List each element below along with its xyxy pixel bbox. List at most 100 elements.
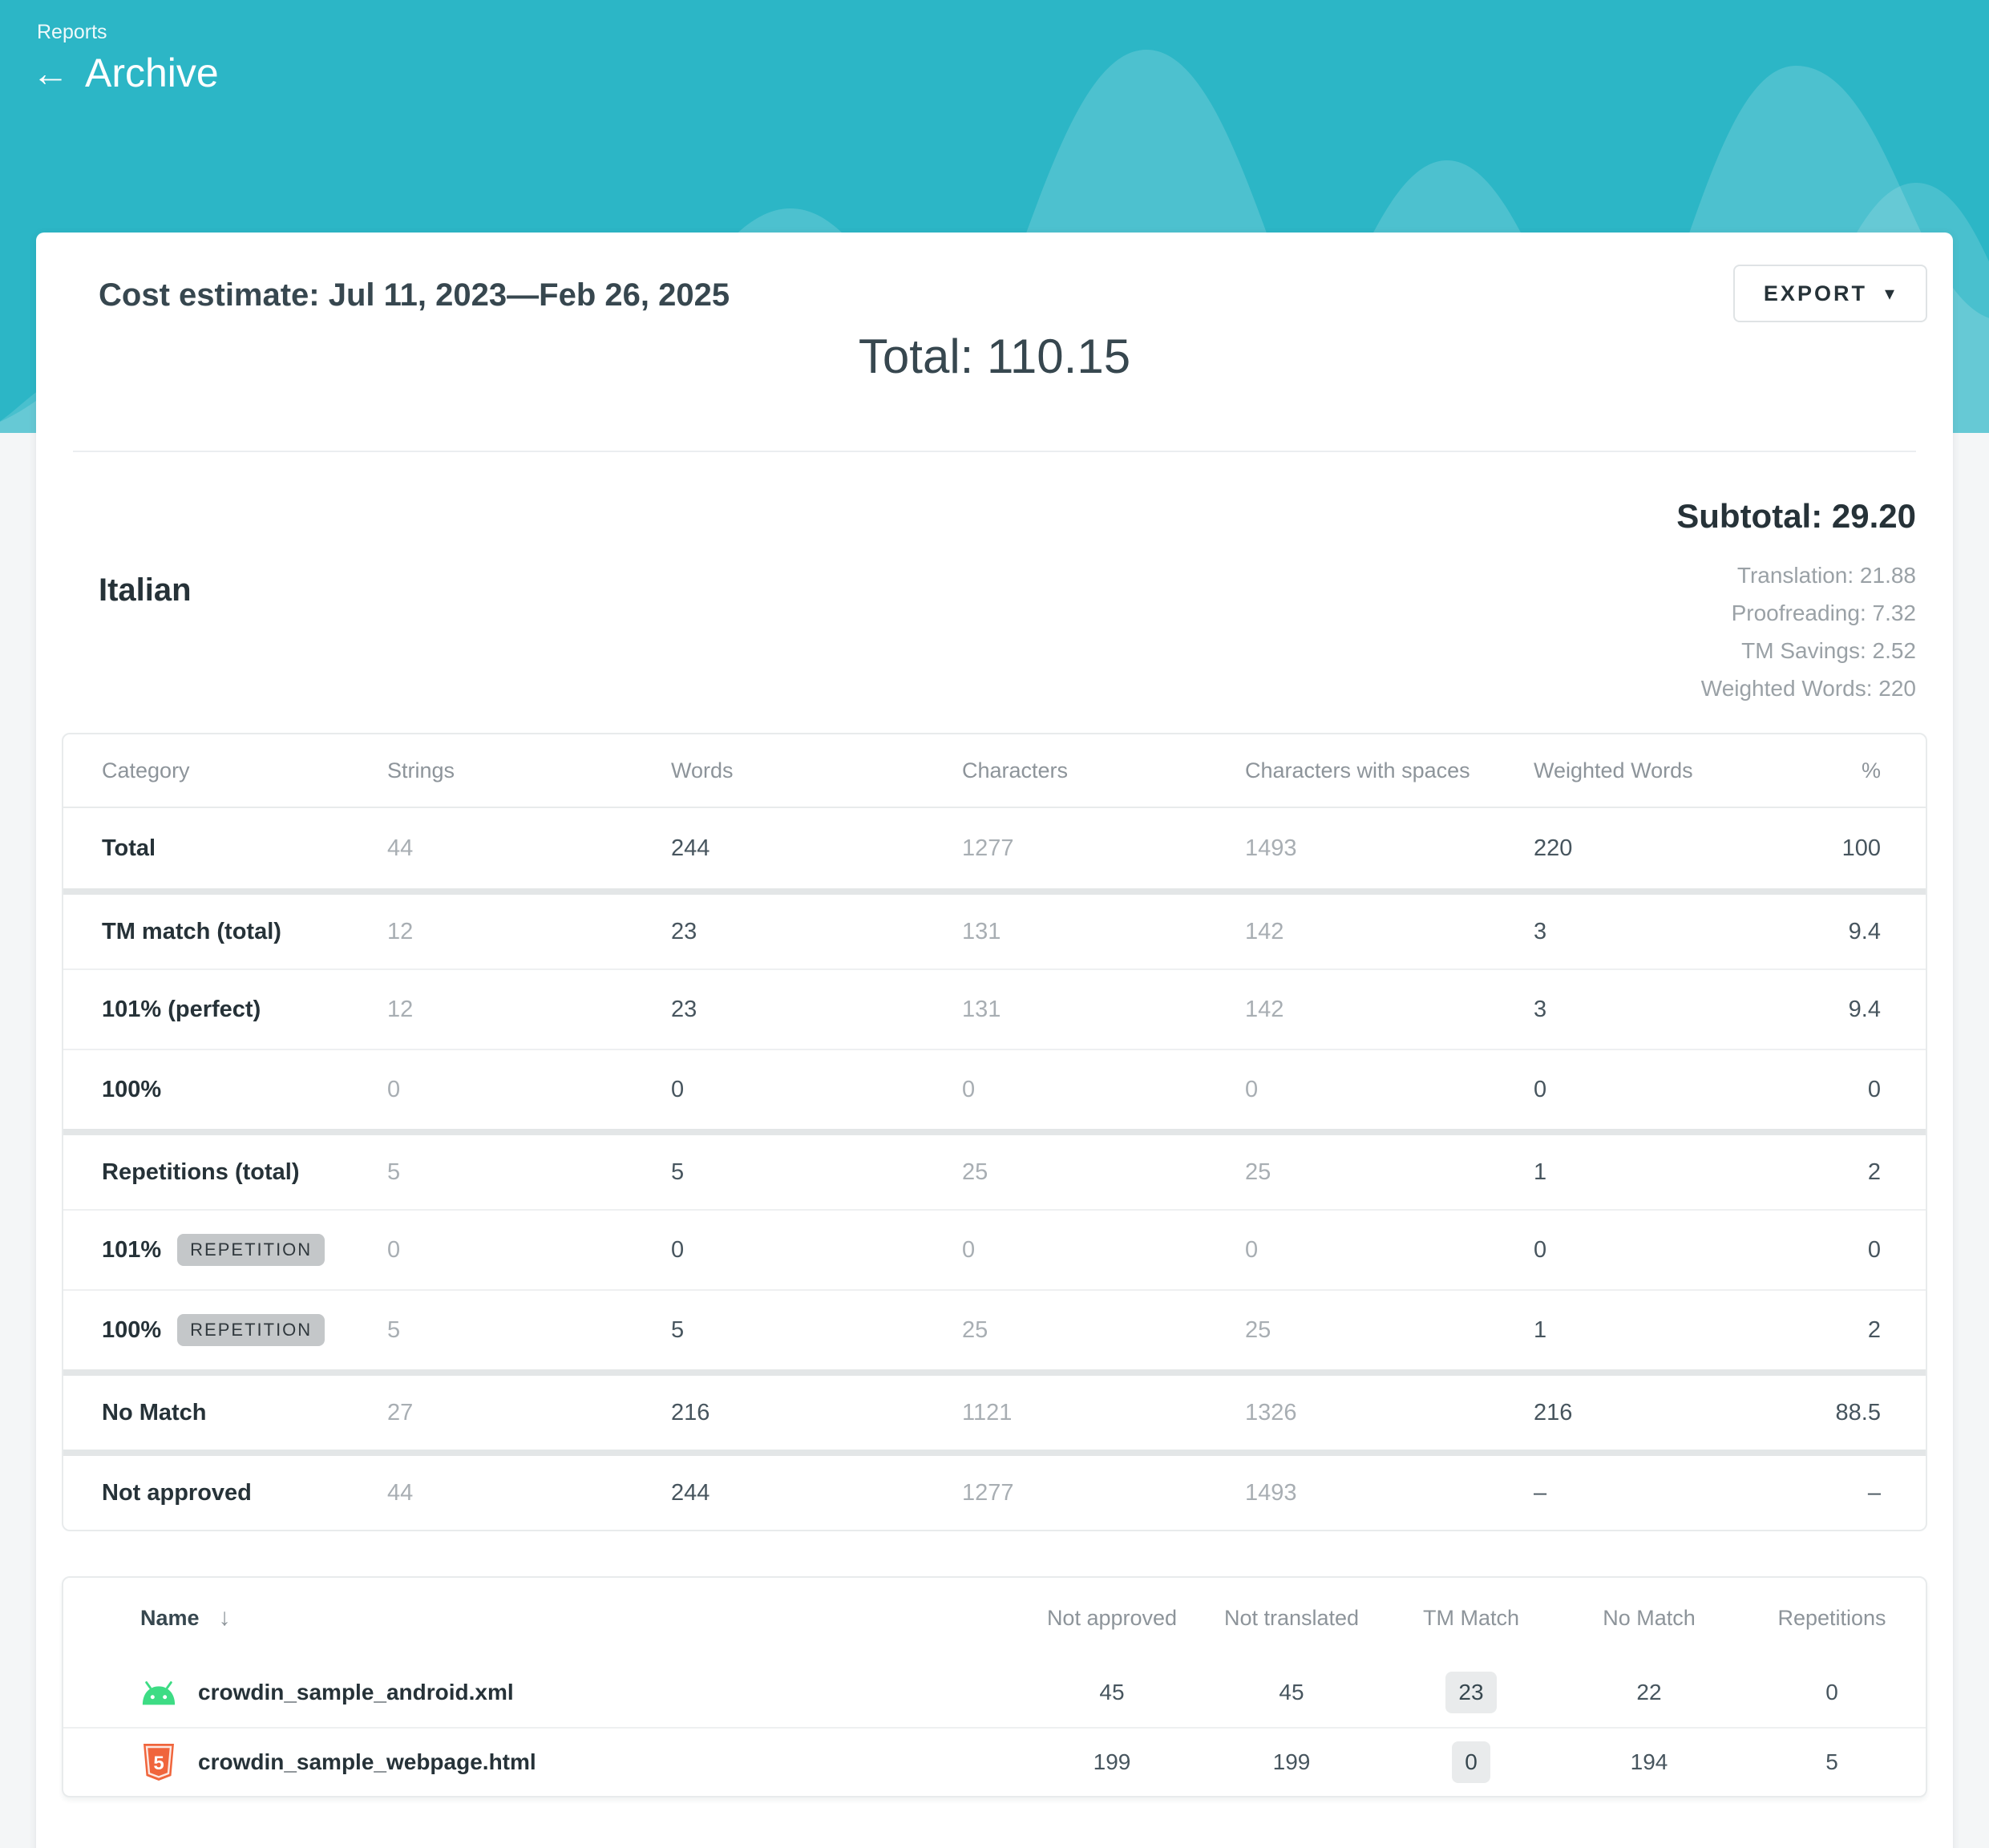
- category-value: 244: [671, 835, 710, 861]
- category-value: –: [1534, 1479, 1547, 1506]
- category-value: 44: [387, 1479, 414, 1506]
- category-value: 0: [1245, 1236, 1259, 1263]
- category-table: Category Strings Words Characters Charac…: [62, 733, 1927, 1531]
- breadcrumb[interactable]: Reports: [37, 21, 107, 43]
- file-not-approved-value: 199: [1093, 1749, 1131, 1774]
- category-row: 100% REPETITION 5 5 25 25 1 2: [63, 1289, 1926, 1369]
- category-value: 5: [387, 1316, 401, 1343]
- subtotal-box: Subtotal: 29.20 Translation: 21.88 Proof…: [1676, 497, 1916, 707]
- category-value: 27: [387, 1399, 414, 1425]
- svg-text:5: 5: [153, 1753, 164, 1774]
- col-category: Category: [102, 758, 190, 782]
- category-value: 0: [1867, 1236, 1881, 1263]
- category-value: 2: [1867, 1316, 1881, 1343]
- android-file-icon: [140, 1674, 177, 1711]
- back-arrow-icon[interactable]: ←: [32, 52, 69, 94]
- category-value: 1277: [962, 1479, 1014, 1506]
- category-value: 25: [1245, 1316, 1271, 1343]
- category-value: 0: [671, 1236, 685, 1263]
- weighted-words: Weighted Words: 220: [1700, 676, 1916, 701]
- category-value: 0: [671, 1076, 685, 1102]
- category-table-header: Category Strings Words Characters Charac…: [63, 734, 1926, 808]
- col-not-approved: Not approved: [1046, 1605, 1178, 1630]
- category-label: Repetitions (total): [102, 1159, 300, 1185]
- category-value: 1: [1534, 1159, 1547, 1185]
- category-label: 100%: [102, 1076, 162, 1102]
- col-not-translated: Not translated: [1223, 1605, 1360, 1630]
- category-value: 5: [671, 1316, 685, 1343]
- language-name: Italian: [99, 572, 192, 608]
- category-value: 0: [1867, 1076, 1881, 1102]
- category-row: No Match 27 216 1121 1326 216 88.5: [63, 1369, 1926, 1450]
- file-no-match-value: 22: [1636, 1680, 1662, 1704]
- col-name[interactable]: Name: [140, 1605, 200, 1630]
- category-value: 220: [1534, 835, 1573, 861]
- translation-cost: Translation: 21.88: [1736, 563, 1916, 588]
- category-value: 1: [1534, 1316, 1547, 1343]
- col-no-match: No Match: [1603, 1605, 1696, 1630]
- page-title[interactable]: Archive: [85, 51, 219, 95]
- file-table: Name ↓ Not approved Not translated TM Ma…: [62, 1576, 1927, 1797]
- export-button-label: EXPORT: [1763, 281, 1867, 305]
- page-title-row: ← Archive: [32, 50, 219, 96]
- category-value: 131: [962, 918, 1001, 944]
- file-tm-match-value: 23: [1382, 1672, 1560, 1713]
- col-strings: Strings: [387, 758, 455, 782]
- category-row: 101% (perfect) 12 23 131 142 3 9.4: [63, 968, 1926, 1049]
- category-value: 44: [387, 835, 414, 861]
- file-name[interactable]: crowdin_sample_android.xml: [198, 1680, 514, 1704]
- category-value: 5: [387, 1159, 401, 1185]
- category-value: –: [1867, 1479, 1881, 1506]
- category-value: 1277: [962, 835, 1014, 861]
- file-name[interactable]: crowdin_sample_webpage.html: [198, 1749, 536, 1774]
- tm-match-badge: 0: [1452, 1741, 1490, 1783]
- category-row: TM match (total) 12 23 131 142 3 9.4: [63, 888, 1926, 968]
- category-value: 1121: [962, 1399, 1013, 1425]
- category-value: 0: [1534, 1236, 1547, 1263]
- category-value: 131: [962, 996, 1001, 1022]
- file-not-approved-value: 45: [1099, 1680, 1125, 1704]
- category-value: 25: [962, 1159, 988, 1185]
- category-row: Total 44 244 1277 1493 220 100: [63, 808, 1926, 888]
- category-value: 25: [1245, 1159, 1271, 1185]
- sort-desc-icon[interactable]: ↓: [218, 1604, 231, 1631]
- category-value: 23: [671, 918, 697, 944]
- category-value: 9.4: [1848, 918, 1881, 944]
- col-characters-spaces: Characters with spaces: [1245, 758, 1470, 782]
- category-value: 1493: [1245, 835, 1297, 861]
- col-percent: %: [1861, 758, 1881, 782]
- category-label: No Match: [102, 1399, 207, 1425]
- file-tm-match-value: 0: [1382, 1741, 1560, 1783]
- file-repetitions-value: 5: [1825, 1749, 1838, 1774]
- category-value: 3: [1534, 918, 1547, 944]
- col-words: Words: [671, 758, 734, 782]
- tm-match-badge: 23: [1445, 1672, 1497, 1713]
- subtotal-value: Subtotal: 29.20: [1676, 497, 1916, 535]
- category-row: 101% REPETITION 0 0 0 0 0 0: [63, 1209, 1926, 1289]
- repetition-badge: REPETITION: [177, 1314, 325, 1346]
- file-table-header: Name ↓ Not approved Not translated TM Ma…: [63, 1578, 1926, 1658]
- file-row[interactable]: 5 crowdin_sample_webpage.html 199 199 0 194 5: [63, 1727, 1926, 1796]
- col-repetitions: Repetitions: [1777, 1605, 1886, 1630]
- chevron-down-icon: ▾: [1884, 282, 1897, 305]
- repetition-badge: REPETITION: [177, 1234, 325, 1266]
- category-value: 216: [671, 1399, 710, 1425]
- section-divider: [73, 451, 1916, 452]
- category-label: 100% REPETITION: [102, 1314, 387, 1346]
- file-row[interactable]: crowdin_sample_android.xml 45 45 23 22 0: [63, 1658, 1926, 1727]
- category-value: 23: [671, 996, 697, 1022]
- category-value: 88.5: [1835, 1399, 1881, 1425]
- category-value: 9.4: [1848, 996, 1881, 1022]
- category-value: 0: [1534, 1076, 1547, 1102]
- category-value: 0: [1245, 1076, 1259, 1102]
- category-value: 12: [387, 918, 414, 944]
- category-value: 142: [1245, 918, 1284, 944]
- proofreading-cost: Proofreading: 7.32: [1731, 600, 1916, 625]
- category-label: Total: [102, 835, 156, 861]
- category-row: Not approved 44 244 1277 1493 – –: [63, 1450, 1926, 1530]
- col-weighted-words: Weighted Words: [1534, 758, 1693, 782]
- file-repetitions-value: 0: [1825, 1680, 1838, 1704]
- export-button[interactable]: EXPORT ▾: [1732, 265, 1927, 322]
- category-value: 0: [387, 1076, 401, 1102]
- file-not-translated-value: 199: [1272, 1749, 1311, 1774]
